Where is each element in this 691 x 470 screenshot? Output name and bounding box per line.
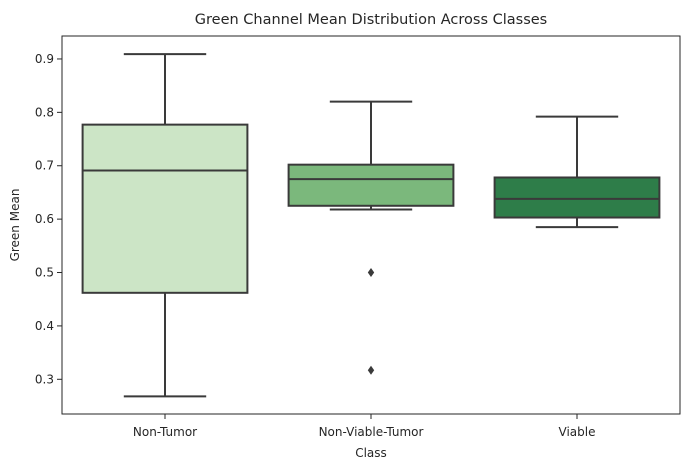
y-tick-label: 0.8 [35, 105, 54, 119]
box-viable [493, 176, 661, 219]
y-tick-label: 0.5 [35, 266, 54, 280]
y-tick-label: 0.3 [35, 372, 54, 386]
axes-frame [61, 35, 681, 415]
box-non-viable-tumor [287, 163, 455, 207]
y-tick-label: 0.7 [35, 159, 54, 173]
x-tick-label: Viable [559, 425, 596, 439]
x-axis-label: Class [355, 446, 387, 460]
box-non-tumor [81, 123, 249, 294]
outlier-point [367, 365, 375, 375]
y-axis-label: Green Mean [8, 189, 22, 262]
y-tick-label: 0.6 [35, 212, 54, 226]
y-tick-label: 0.9 [35, 52, 54, 66]
x-tick-label: Non-Tumor [133, 425, 197, 439]
plot-area: 0.3 0.4 0.5 0.6 0.7 0.8 0.9 Non-Tumor Non-Viable… [35, 35, 681, 439]
outlier-point [367, 268, 375, 278]
x-tick-label: Non-Viable-Tumor [319, 425, 424, 439]
chart-title: Green Channel Mean Distribution Across C… [195, 12, 547, 28]
y-tick-label: 0.4 [35, 319, 54, 333]
